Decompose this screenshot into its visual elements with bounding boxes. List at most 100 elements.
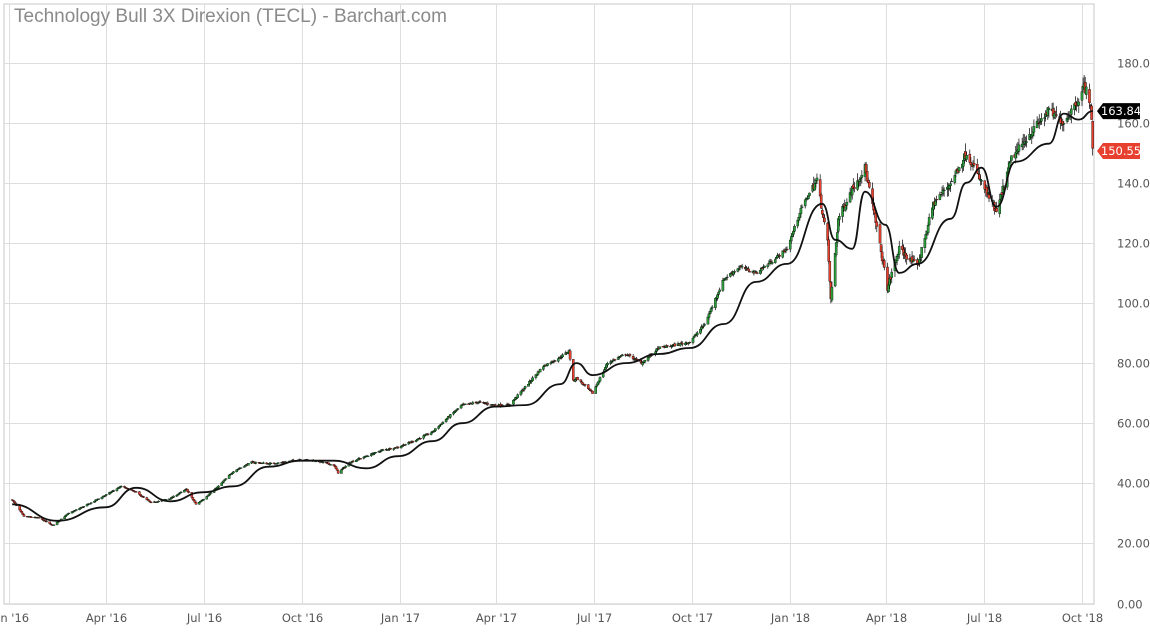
candle-body [104,494,108,496]
candle-body [740,266,744,268]
y-tick-label: 140.00 [1117,177,1150,191]
candle-body [594,386,598,394]
candle-body [717,291,720,295]
candle-body [628,354,632,356]
candle-body [553,360,557,362]
candle-body [172,495,175,498]
candle-body [179,491,183,493]
candle-body [688,341,692,344]
y-tick-label: 180.00 [1117,57,1150,71]
candle-body [419,438,422,440]
candle-body [613,359,617,361]
candle-body [232,471,235,474]
candle-body [542,366,545,370]
candle-body [1091,121,1094,149]
candle-body [912,258,916,261]
candle-body [755,272,759,274]
candle-body [48,521,51,524]
candle-body [335,468,339,471]
y-tick-label: 60.00 [1117,417,1150,431]
candle-body [710,306,714,309]
candle-body [224,478,228,480]
candle-body [1017,144,1021,152]
candle-body [923,238,927,248]
candle-body [799,207,803,214]
candle-body [411,441,415,443]
candle-body [351,460,355,462]
x-tick-label: Jan '18 [770,611,810,625]
candle-body [965,155,968,160]
candle-body [479,401,482,403]
y-tick-label: 80.00 [1117,357,1150,371]
candle-body [269,462,273,465]
candle-body [546,363,549,366]
candle-body [878,224,882,244]
candle-body [883,260,886,268]
candle-body [194,502,198,505]
candle-body [606,363,609,366]
x-tick-label: Jul '16 [186,611,222,625]
candle-body [934,200,937,206]
candle-body [935,199,938,201]
candle-body [589,388,592,391]
candle-body [37,517,41,519]
candle-body [815,177,819,181]
x-tick-label: Jul '18 [966,611,1002,625]
candle-body [1070,108,1073,115]
candle-body [838,216,841,220]
candle-body [890,271,894,278]
candle-body [860,174,864,178]
price-tag-label: 150.55 [1101,144,1141,158]
candle-body [823,217,826,223]
candle-body [1055,114,1058,116]
y-tick-label: 120.00 [1117,237,1150,251]
candle-body [52,524,56,526]
candle-body [673,343,677,347]
y-tick-label: 160.00 [1117,117,1150,131]
candle-body [1047,108,1051,110]
y-tick-label: 40.00 [1117,477,1150,491]
candle-body [404,444,407,446]
candle-body [1084,86,1088,95]
candle-body [1077,101,1081,106]
candle-body [147,499,151,502]
candle-body [748,271,751,273]
candle-body [927,217,931,226]
candle-body [721,279,725,291]
candle-body [1010,155,1013,161]
candle-body [30,516,33,518]
candle-body [1040,118,1043,122]
candle-body [157,500,160,503]
y-tick-label: 100.00 [1117,297,1150,311]
candle-body [835,232,839,243]
candle-body [223,479,227,481]
candle-body [344,465,347,468]
price-tag [1097,143,1140,160]
x-tick-label: Jan '17 [380,611,420,625]
candle-body [774,259,777,263]
candle-body [134,491,138,493]
candle-body [905,254,909,260]
candle-body [456,408,460,410]
candle-body [643,359,647,363]
candle-body [205,496,208,500]
candle-body [766,264,770,267]
candle-body [381,449,385,451]
candle-body [733,271,736,273]
y-tick-label: 0.00 [1117,598,1143,612]
candle-body [819,194,823,209]
candle-body [763,265,766,268]
candle-body [808,192,811,196]
candle-body [374,451,377,454]
chart-title: Technology Bull 3X Direxion (TECL) - Bar… [14,6,447,27]
price-tag [1097,103,1140,120]
y-tick-label: 20.00 [1117,537,1150,551]
candle-body [591,390,594,394]
candle-body [666,345,669,347]
candle-body [1032,126,1036,133]
candle-body [924,234,928,240]
candle-body [897,246,901,255]
candle-body [827,239,830,262]
candle-body [426,433,430,435]
